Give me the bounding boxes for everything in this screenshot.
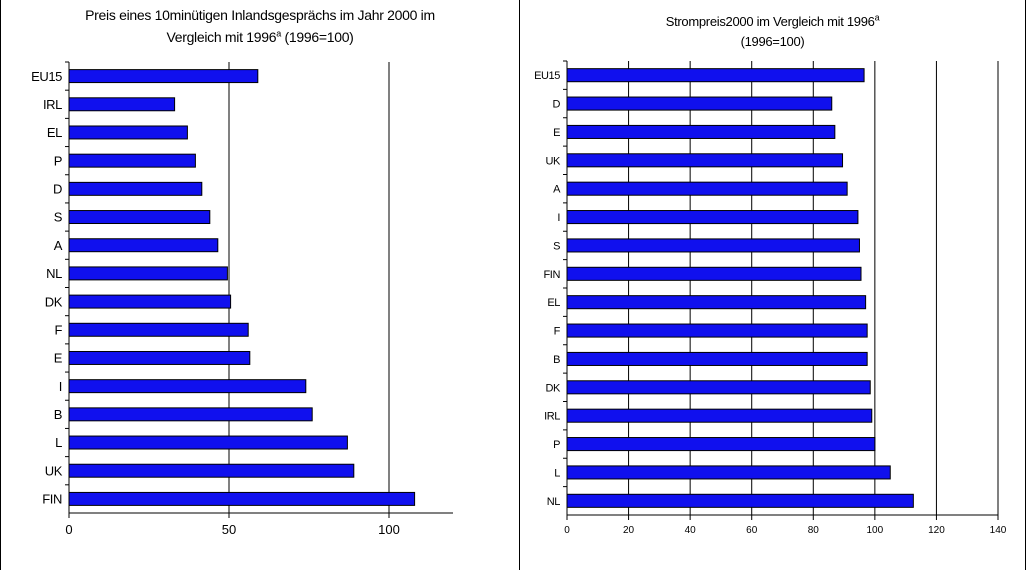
chart-plot: EU15 D E UK A I S FIN EL F B DK IRL P L NL 0 20 40 60 80 100 1… <box>534 60 1007 536</box>
bar-e <box>68 350 251 365</box>
category-label: S <box>54 210 63 225</box>
bar-f <box>68 322 249 337</box>
x-tick-label: 100 <box>867 525 884 536</box>
category-label: NL <box>547 496 561 508</box>
bar-nl <box>566 493 914 508</box>
category-label: B <box>553 354 560 366</box>
bar-i <box>68 379 307 394</box>
category-label: EU15 <box>534 70 560 82</box>
category-label: D <box>53 182 62 197</box>
x-tick-label: 100 <box>378 522 400 537</box>
category-label: F <box>554 326 561 338</box>
x-tick-label: 120 <box>928 525 945 536</box>
bar-dk <box>566 380 871 395</box>
category-label: B <box>54 407 62 422</box>
bar-eu15 <box>68 69 259 84</box>
category-labels: EU15 D E UK A I S FIN EL F B DK IRL P L NL <box>534 60 567 508</box>
bar-f <box>566 323 868 338</box>
category-label: UK <box>546 155 562 167</box>
bar-fin <box>68 491 416 506</box>
bar-el <box>68 125 188 140</box>
chart-title-line-2: (1996=100) <box>740 34 805 49</box>
bar-p <box>566 437 876 452</box>
x-tick-label: 0 <box>564 525 570 536</box>
bar-p <box>68 153 196 168</box>
x-tick-label: 20 <box>623 525 635 536</box>
x-tick-label: 50 <box>222 522 236 537</box>
category-label: D <box>552 99 560 111</box>
bar-irl <box>566 408 873 423</box>
category-label: F <box>54 322 62 337</box>
electricity-price-chart: Strompreis2000 im Vergleich mit 1996a (1… <box>520 0 1026 570</box>
bar-e <box>566 124 836 139</box>
bar-dk <box>68 294 232 309</box>
bar-uk <box>68 463 355 478</box>
chart-title-line-2: Vergleich mit 1996a (1996=100) <box>1 26 519 48</box>
bar-fin <box>566 266 862 281</box>
bar-irl <box>68 97 176 112</box>
category-label: I <box>59 379 62 394</box>
chart-title-line-2-suffix: (1996=100) <box>280 29 354 45</box>
category-label: S <box>553 240 560 252</box>
telephone-price-chart: Preis eines 10minütigen Inlandsgesprächs… <box>0 0 520 570</box>
chart-title-line-1: Strompreis2000 im Vergleich mit 1996a <box>520 12 1025 32</box>
x-tick-labels: 0 20 40 60 80 100 120 140 <box>564 515 1007 536</box>
category-label: L <box>554 467 560 479</box>
category-label: DK <box>45 294 63 309</box>
category-label: EL <box>47 125 62 140</box>
bar-l <box>566 465 891 480</box>
bar-el <box>566 295 867 310</box>
category-label: A <box>553 184 561 196</box>
category-label: FIN <box>543 269 560 281</box>
footnote-marker: a <box>874 12 880 23</box>
category-label: EL <box>547 297 560 309</box>
bar-a <box>68 238 219 253</box>
bar-d <box>68 181 203 196</box>
category-label: P <box>54 153 62 168</box>
bar-eu15 <box>566 68 865 83</box>
category-label: P <box>553 439 560 451</box>
bars <box>68 69 416 506</box>
chart-title-line-1-text: Strompreis2000 im Vergleich mit 1996 <box>665 14 875 29</box>
x-tick-label: 0 <box>65 522 72 537</box>
bars <box>566 68 914 508</box>
chart-title-line-2-text: Vergleich mit 1996 <box>166 29 277 45</box>
category-label: L <box>55 435 62 450</box>
category-label: E <box>54 351 63 366</box>
category-label: UK <box>45 463 63 478</box>
x-tick-label: 140 <box>990 525 1007 536</box>
x-tick-label: 40 <box>685 525 697 536</box>
bar-nl <box>68 266 228 281</box>
category-label: EU15 <box>31 69 62 84</box>
bar-d <box>566 96 833 111</box>
bar-uk <box>566 153 844 168</box>
bar-l <box>68 435 348 450</box>
category-label: FIN <box>42 492 62 507</box>
category-label: E <box>553 127 560 139</box>
bar-b <box>566 351 868 366</box>
footnote-marker: a <box>276 28 281 39</box>
chart-title-line-1: Preis eines 10minütigen Inlandsgesprächs… <box>85 7 435 23</box>
bar-s <box>68 210 211 225</box>
category-label: DK <box>546 382 562 394</box>
x-tick-label: 60 <box>746 525 758 536</box>
category-label: NL <box>46 266 62 281</box>
bar-b <box>68 407 313 422</box>
category-label: I <box>557 212 560 224</box>
category-label: IRL <box>544 411 560 423</box>
x-tick-label: 80 <box>808 525 820 536</box>
bar-s <box>566 238 860 253</box>
chart-title: Preis eines 10minütigen Inlandsgesprächs… <box>1 4 519 48</box>
x-tick-labels: 0 50 100 <box>65 513 400 537</box>
category-label: IRL <box>43 97 62 112</box>
chart-title: Strompreis2000 im Vergleich mit 1996a (1… <box>520 12 1025 52</box>
category-label: A <box>54 238 63 253</box>
bar-i <box>566 210 859 225</box>
bar-a <box>566 181 848 196</box>
